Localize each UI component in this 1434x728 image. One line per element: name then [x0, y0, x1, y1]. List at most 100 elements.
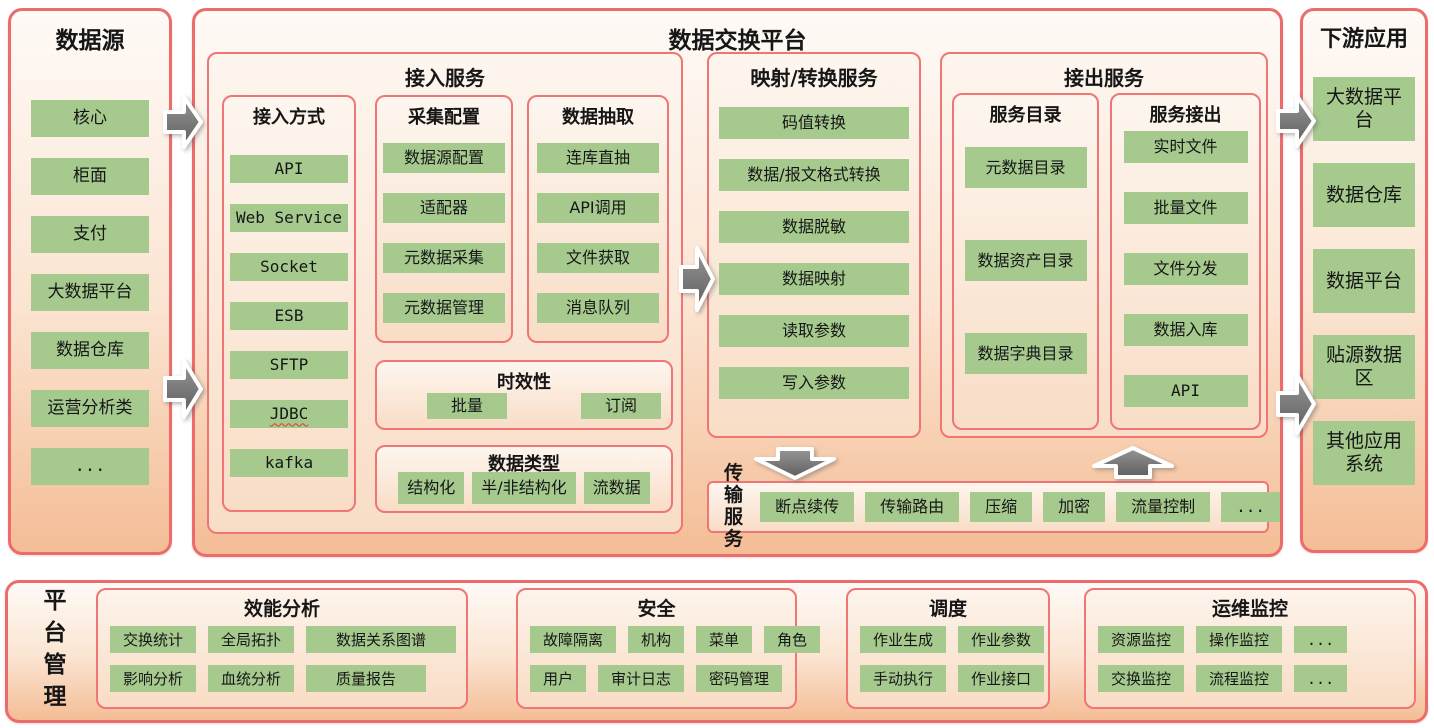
access-methods-items: API Web Service Socket ESB SFTP JDBC kafka	[224, 155, 354, 477]
list-item: 数据入库	[1123, 314, 1248, 346]
list-item: API	[1123, 375, 1248, 407]
ops-monitoring-title: 运维监控	[1211, 598, 1288, 620]
security-box: 安全 故障隔离 机构 菜单 角色 用户 审计日志 密码管理	[516, 588, 821, 709]
list-item: 交换监控	[1098, 665, 1185, 692]
row: 故障隔离 机构 菜单 角色	[530, 626, 821, 653]
scheduling-rows: 作业生成 作业参数 手动执行 作业接口	[860, 626, 1045, 692]
list-item: 消息队列	[537, 293, 659, 323]
list-item: 数据仓库	[31, 332, 149, 369]
timeliness-items: 批量 订阅	[427, 393, 661, 419]
data-source-panel: 数据源 核心 柜面 支付 大数据平台 数据仓库 运营分析类...	[8, 8, 172, 555]
list-item: 元数据采集	[383, 243, 505, 273]
list-item: 数据源配置	[383, 143, 505, 173]
list-item: 适配器	[383, 193, 505, 223]
list-item: 质量报告	[306, 665, 427, 692]
exchange-platform-panel: 数据交换平台 接入服务 接入方式 API Web Service Socket ESB…	[192, 8, 1283, 557]
list-item: Socket	[230, 253, 348, 281]
list-item: 写入参数	[719, 367, 909, 399]
scheduling-box: 调度 作业生成 作业参数 手动执行 作业接口	[846, 588, 1050, 709]
list-item: 结构化	[398, 472, 465, 504]
service-output-items: 实时文件 批量文件 文件分发 数据入库 API	[1112, 131, 1259, 407]
list-item: 半/非结构化	[472, 472, 576, 504]
list-item: 数据关系图谱	[306, 626, 457, 653]
list-item: 元数据管理	[383, 293, 505, 323]
list-item: 操作监控	[1196, 626, 1283, 653]
collect-config-title: 采集配置	[408, 107, 480, 128]
output-service-box: 接出服务 服务目录 元数据目录 数据资产目录 数据字典目录 服务接出 实时文件 批量文…	[940, 52, 1268, 438]
list-item: 数据映射	[719, 263, 909, 295]
transfer-service-strip: 传输 服务 断点续传 传输路由 压缩 加密 流量控制...	[707, 462, 1281, 550]
output-service-title: 接出服务	[1064, 66, 1144, 90]
list-item: 影响分析	[110, 665, 197, 692]
list-item: ...	[1294, 665, 1348, 692]
timeliness-title: 时效性	[497, 372, 551, 393]
list-item: 菜单	[696, 626, 753, 653]
list-item: 用户	[530, 665, 587, 692]
list-item: ESB	[230, 302, 348, 330]
list-item: 传输路由	[865, 492, 960, 522]
list-item: 流量控制	[1116, 492, 1211, 522]
list-item: 手动执行	[860, 665, 947, 692]
list-item: kafka	[230, 449, 348, 477]
list-item: 数据仓库	[1313, 163, 1415, 227]
list-item: 作业接口	[958, 665, 1045, 692]
arrow-platform-to-downstream-top-icon	[1276, 94, 1316, 148]
transfer-service-title: 传输 服务	[724, 462, 744, 550]
list-item: 文件获取	[537, 243, 659, 273]
list-item: 运营分析类	[31, 390, 149, 427]
arrow-source-to-platform-bottom-icon	[163, 359, 203, 419]
list-item: 数据平台	[1313, 249, 1415, 313]
list-item: ...	[31, 448, 149, 485]
service-output-box: 服务接出 实时文件 批量文件 文件分发 数据入库 API	[1110, 93, 1261, 430]
list-item: 血统分析	[208, 665, 295, 692]
platform-management-panel: 平台管理 效能分析 交换统计 全局拓扑 数据关系图谱 影响分析 血统分析 质量报告 安全…	[5, 580, 1428, 723]
list-item: 流程监控	[1196, 665, 1283, 692]
service-catalog-title: 服务目录	[989, 105, 1062, 126]
list-item: 数据资产目录	[964, 240, 1087, 281]
list-item: 数据/报文格式转换	[719, 159, 909, 191]
collect-config-items: 数据源配置适配器元数据采集元数据管理	[377, 143, 511, 323]
row: 交换统计 全局拓扑 数据关系图谱	[110, 626, 457, 653]
arrow-access-to-mapping-icon	[679, 246, 715, 312]
ops-monitoring-box: 运维监控 资源监控 操作监控... 交换监控 流程监控...	[1084, 588, 1416, 709]
collect-config-box: 采集配置 数据源配置适配器元数据采集元数据管理	[375, 95, 513, 343]
list-item: 密码管理	[696, 665, 783, 692]
list-item: 大数据平台	[1313, 77, 1415, 141]
list-item: 断点续传	[760, 492, 855, 522]
scheduling-title: 调度	[928, 598, 967, 620]
list-item: 批量文件	[1123, 192, 1248, 224]
list-item: API调用	[537, 193, 659, 223]
service-catalog-items: 元数据目录 数据资产目录 数据字典目录	[954, 147, 1097, 374]
list-item: 角色	[764, 626, 821, 653]
list-item: 订阅	[580, 393, 661, 419]
list-item: Web Service	[230, 204, 348, 232]
list-item: 交换统计	[110, 626, 197, 653]
list-item: 连库直抽	[537, 143, 659, 173]
downstream-items: 大数据平台 数据仓库 数据平台 贴源数据区 其他应用系统	[1303, 77, 1425, 485]
list-item: 加密	[1043, 492, 1106, 522]
arrow-platform-to-downstream-bottom-icon	[1276, 373, 1316, 435]
data-types-title: 数据类型	[488, 454, 560, 475]
timeliness-box: 时效性 批量 订阅	[375, 360, 673, 430]
downstream-panel: 下游应用 大数据平台 数据仓库 数据平台 贴源数据区 其他应用系统	[1300, 8, 1428, 553]
mapping-service-title: 映射/转换服务	[750, 66, 878, 90]
list-item: ...	[1221, 492, 1281, 522]
row: 资源监控 操作监控...	[1098, 626, 1404, 653]
mapping-service-box: 映射/转换服务 码值转换 数据/报文格式转换 数据脱敏 数据映射 读取参数 写入参数	[707, 52, 921, 438]
service-output-title: 服务接出	[1149, 105, 1222, 126]
platform-title: 数据交换平台	[668, 28, 807, 54]
access-methods-title: 接入方式	[253, 107, 325, 128]
list-item: SFTP	[230, 351, 348, 379]
access-methods-box: 接入方式 API Web Service Socket ESB SFTP JDBC kafk…	[222, 95, 356, 512]
list-item: ...	[1294, 626, 1348, 653]
security-title: 安全	[637, 598, 676, 620]
list-item: 文件分发	[1123, 253, 1248, 285]
list-item: 全局拓扑	[208, 626, 295, 653]
data-extract-box: 数据抽取 连库直抽 API调用 文件获取 消息队列	[527, 95, 669, 343]
arrow-source-to-platform-top-icon	[163, 95, 203, 149]
list-item: 资源监控	[1098, 626, 1185, 653]
row: 影响分析 血统分析 质量报告	[110, 665, 456, 692]
list-item: 支付	[31, 216, 149, 253]
row: 交换监控 流程监控...	[1098, 665, 1404, 692]
